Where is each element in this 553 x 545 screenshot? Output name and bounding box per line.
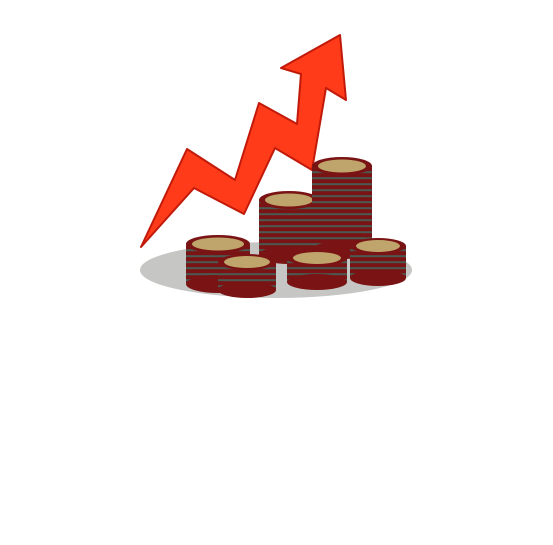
rising-arrow-icon	[140, 34, 347, 248]
coin-stack-far-right	[350, 238, 406, 286]
coin-stack-tallest-right	[312, 157, 372, 259]
coin-stack-front-center	[287, 250, 347, 290]
coin-stack-tall-center	[259, 191, 319, 264]
coin-stack-front-left	[218, 254, 276, 298]
